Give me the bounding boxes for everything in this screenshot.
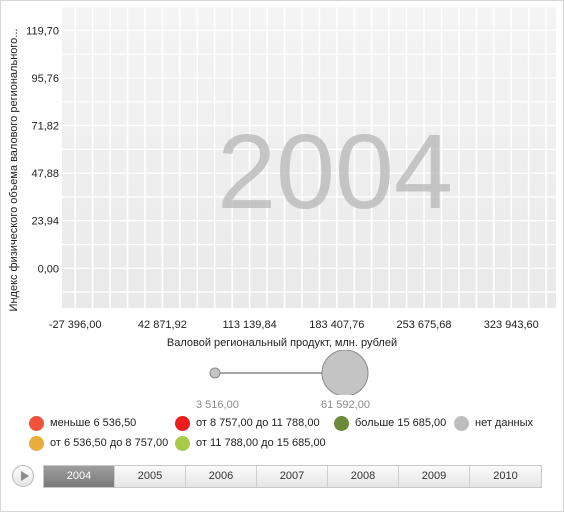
color-legend: меньше 6 536,50 от 8 757,00 до 11 788,00… bbox=[0, 410, 564, 460]
timeline-year-2008[interactable]: 2008 bbox=[328, 466, 399, 487]
legend-label: от 11 788,00 до 15 685,00 bbox=[196, 437, 326, 449]
legend-swatch-icon bbox=[454, 415, 469, 431]
legend-item: от 8 757,00 до 11 788,00 bbox=[175, 413, 320, 433]
horizontal-gridlines bbox=[62, 6, 556, 293]
y-tick-label: 0,00 bbox=[38, 263, 59, 275]
x-axis-label: Валовой региональный продукт, млн. рубле… bbox=[167, 337, 397, 349]
year-timeline: 2004 2005 2006 2007 2008 2009 2010 bbox=[12, 462, 542, 492]
x-tick-label: 323 943,60 bbox=[484, 319, 539, 331]
year-selector: 2004 2005 2006 2007 2008 2009 2010 bbox=[43, 465, 542, 488]
y-tick-label: 95,76 bbox=[31, 73, 59, 85]
legend-item: больше 15 685,00 bbox=[334, 413, 446, 433]
x-tick-label: 253 675,68 bbox=[396, 319, 451, 331]
y-tick-label: 47,88 bbox=[31, 168, 59, 180]
size-legend-graphic bbox=[209, 350, 369, 395]
x-axis-ticks: -27 396,00 42 871,92 113 139,84 183 407,76 2… bbox=[49, 319, 539, 331]
timeline-year-2007[interactable]: 2007 bbox=[257, 466, 328, 487]
vertical-gridlines bbox=[74, 6, 547, 308]
y-tick-label: 23,94 bbox=[31, 216, 59, 228]
timeline-year-2009[interactable]: 2009 bbox=[399, 466, 470, 487]
year-watermark: 2004 bbox=[217, 113, 453, 231]
legend-swatch-icon bbox=[334, 415, 349, 431]
legend-label: нет данных bbox=[475, 417, 534, 429]
x-tick-label: 42 871,92 bbox=[138, 319, 187, 331]
legend-label: от 8 757,00 до 11 788,00 bbox=[196, 417, 320, 429]
timeline-year-2004[interactable]: 2004 bbox=[44, 466, 115, 487]
legend-item: от 11 788,00 до 15 685,00 bbox=[175, 433, 326, 453]
y-tick-label: 71,82 bbox=[31, 121, 59, 133]
timeline-year-2006[interactable]: 2006 bbox=[186, 466, 257, 487]
y-axis-label: Индекс физического объема валового регио… bbox=[8, 29, 20, 312]
legend-item: нет данных bbox=[454, 413, 533, 433]
play-icon bbox=[21, 471, 29, 481]
legend-label: больше 15 685,00 bbox=[355, 417, 447, 429]
legend-label: меньше 6 536,50 bbox=[50, 417, 137, 429]
size-legend-min-label: 3 516,00 bbox=[196, 399, 239, 411]
bubble-chart: 2004 0,00 23,94 47,88 71,82 95,76 119,70 -27 … bbox=[8, 6, 556, 349]
size-legend-max-bubble bbox=[321, 350, 369, 395]
y-tick-label: 119,70 bbox=[26, 25, 59, 37]
size-legend-max-label: 61 592,00 bbox=[321, 399, 370, 411]
legend-item: меньше 6 536,50 bbox=[29, 413, 136, 433]
legend-label: от 6 536,50 до 8 757,00 bbox=[50, 437, 169, 449]
x-tick-label: 183 407,76 bbox=[309, 319, 364, 331]
timeline-year-2005[interactable]: 2005 bbox=[115, 466, 186, 487]
size-legend-min-bubble bbox=[209, 367, 221, 379]
legend-swatch-icon bbox=[175, 435, 190, 451]
play-button[interactable] bbox=[12, 465, 34, 487]
legend-swatch-icon bbox=[29, 435, 44, 451]
timeline-year-2010[interactable]: 2010 bbox=[493, 470, 518, 482]
bubble-size-legend: 3 516,00 61 592,00 bbox=[195, 350, 385, 412]
x-tick-label: 113 139,84 bbox=[222, 319, 276, 331]
legend-item: от 6 536,50 до 8 757,00 bbox=[29, 433, 168, 453]
legend-swatch-icon bbox=[29, 415, 44, 431]
legend-swatch-icon bbox=[175, 415, 190, 431]
y-axis-ticks: 0,00 23,94 47,88 71,82 95,76 119,70 bbox=[26, 25, 59, 275]
x-tick-label: -27 396,00 bbox=[49, 319, 102, 331]
